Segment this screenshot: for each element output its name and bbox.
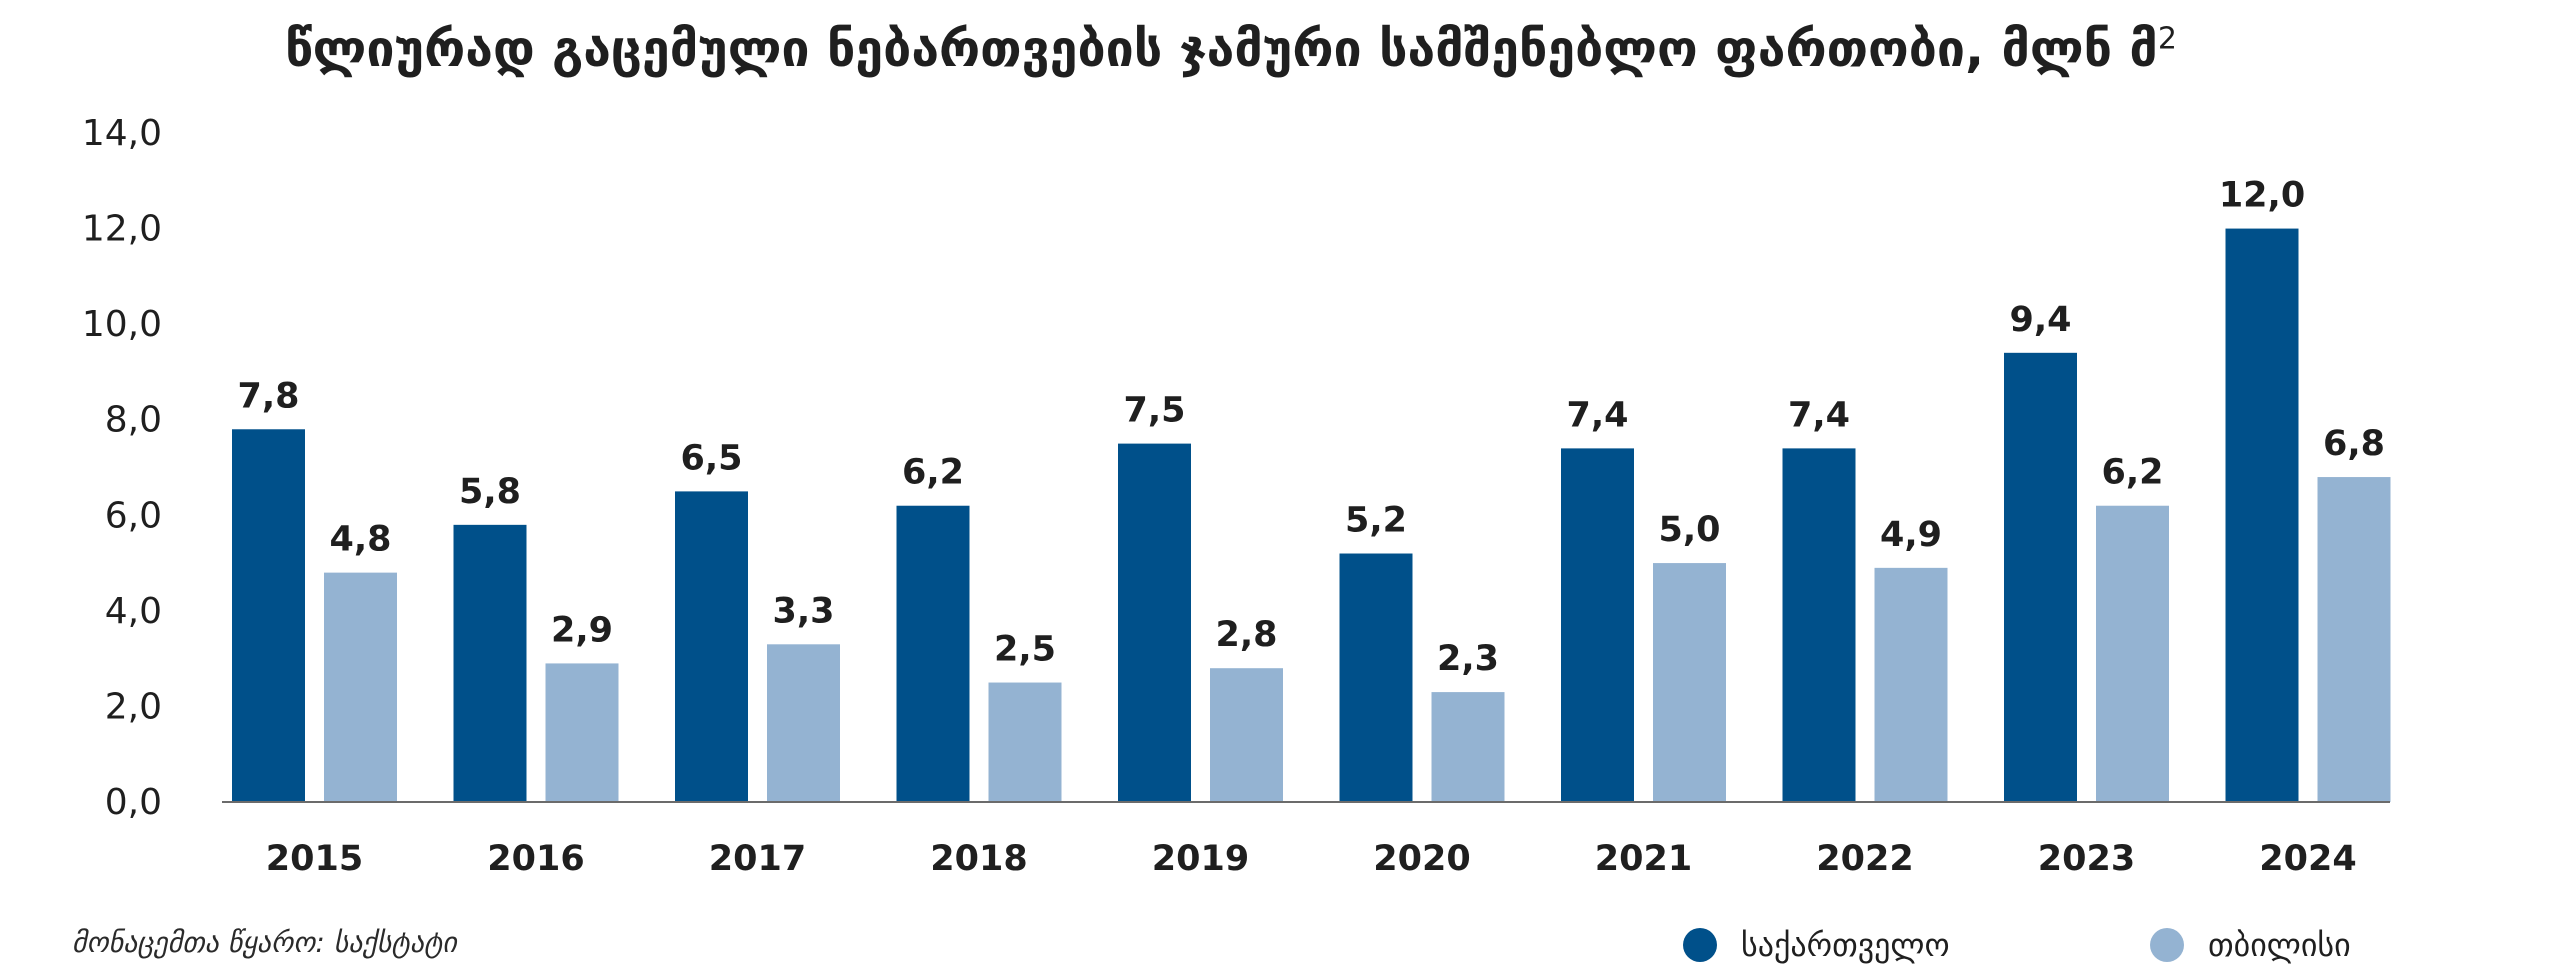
bar-tbilisi <box>1431 692 1505 802</box>
chart-title: წლიურად გაცემული ნებართვების ჯამური სამშ… <box>285 20 2285 78</box>
data-label: 4,8 <box>329 520 391 560</box>
chart-title-text: წლიურად გაცემული ნებართვების ჯამური სამშ… <box>285 20 2158 78</box>
bar-georgia <box>675 491 748 802</box>
legend-label-georgia: საქართველო <box>1741 926 1950 964</box>
legend-label-tbilisi: თბილისი <box>2208 926 2351 964</box>
x-tick-label: 2023 <box>2038 839 2135 879</box>
bar-tbilisi <box>988 682 1062 802</box>
bar-tbilisi <box>767 644 840 802</box>
data-label: 5,8 <box>459 472 521 512</box>
bar-georgia <box>1339 553 1413 802</box>
x-tick-label: 2019 <box>1152 839 1249 879</box>
data-label: 7,5 <box>1123 391 1185 431</box>
legend-swatch-tbilisi <box>2150 928 2184 962</box>
chart-title-superscript: 2 <box>2157 21 2177 57</box>
data-label: 5,0 <box>1658 510 1720 550</box>
data-label: 3,3 <box>772 591 834 631</box>
y-tick-label: 10,0 <box>82 304 162 345</box>
y-tick-label: 0,0 <box>105 782 162 823</box>
x-tick-label: 2017 <box>709 839 806 879</box>
x-tick-label: 2015 <box>266 839 363 879</box>
data-label: 7,8 <box>237 376 299 416</box>
x-tick-label: 2022 <box>1816 839 1913 879</box>
y-tick-label: 14,0 <box>82 113 162 154</box>
x-tick-label: 2016 <box>487 839 584 879</box>
bar-georgia <box>1118 443 1191 802</box>
data-label: 6,5 <box>680 438 742 478</box>
bar-tbilisi <box>2317 477 2391 802</box>
data-label: 12,0 <box>2219 176 2305 216</box>
bar-georgia <box>453 524 527 802</box>
x-tick-label: 2018 <box>930 839 1027 879</box>
data-label: 2,5 <box>994 630 1056 670</box>
bar-georgia <box>232 429 305 802</box>
data-label: 2,8 <box>1215 615 1277 655</box>
x-tick-label: 2021 <box>1595 839 1692 879</box>
x-tick-label: 2020 <box>1373 839 1470 879</box>
legend-swatch-georgia <box>1683 928 1717 962</box>
bar-georgia <box>2004 352 2077 802</box>
bar-georgia <box>1561 448 1634 802</box>
legend-item-georgia: საქართველო <box>1683 923 1950 967</box>
bar-tbilisi <box>1874 567 1948 802</box>
bar-georgia <box>1782 448 1856 802</box>
y-tick-label: 6,0 <box>105 495 162 536</box>
y-tick-label: 2,0 <box>105 686 162 727</box>
bar-tbilisi <box>1210 668 1283 802</box>
data-label: 5,2 <box>1345 501 1407 541</box>
bar-tbilisi <box>1653 563 1726 802</box>
data-label: 7,4 <box>1566 395 1628 435</box>
data-label: 4,9 <box>1880 515 1942 555</box>
y-tick-label: 8,0 <box>105 400 162 441</box>
data-label: 9,4 <box>2009 300 2071 340</box>
bar-tbilisi <box>2096 505 2169 802</box>
legend-item-tbilisi: თბილისი <box>2150 923 2351 967</box>
data-label: 2,9 <box>551 610 613 650</box>
x-tick-label: 2024 <box>2259 839 2356 879</box>
bar-georgia <box>896 505 970 802</box>
bar-georgia <box>2225 228 2299 803</box>
bar-tbilisi <box>545 663 619 802</box>
data-label: 6,2 <box>902 453 964 493</box>
bar-tbilisi <box>324 572 397 802</box>
y-tick-label: 4,0 <box>105 591 162 632</box>
data-label: 6,8 <box>2323 424 2385 464</box>
data-label: 7,4 <box>1788 395 1850 435</box>
y-tick-label: 12,0 <box>82 209 162 250</box>
source-note: მონაცემთა წყარო: საქსტატი <box>72 926 457 959</box>
data-label: 2,3 <box>1437 639 1499 679</box>
data-label: 6,2 <box>2101 453 2163 493</box>
